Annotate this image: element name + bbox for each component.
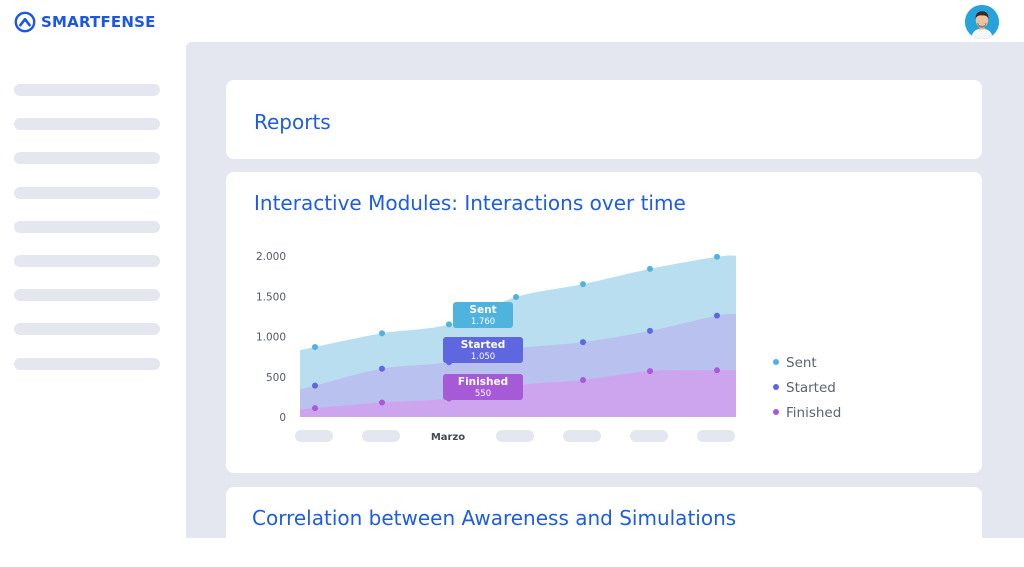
sidebar-item-placeholder[interactable] [14,118,160,131]
sidebar [14,84,160,392]
interactions-chart: 2.0001.5001.0005000MarzoSent1.760Started… [256,251,841,443]
point-started [580,339,586,346]
main-panel: Reports Interactive Modules: Interaction… [186,42,1024,567]
legend-marker-started [773,384,779,390]
legend-label-started: Started [786,380,836,396]
tooltip-series-name: Started [461,339,506,351]
user-avatar-icon[interactable] [965,5,999,39]
interactive-modules-card: Interactive Modules: Interactions over t… [226,172,982,473]
tooltip-series-name: Sent [469,304,496,316]
user-avatar-graphic [965,5,999,39]
x-tick-placeholder [630,430,668,442]
y-tick-label: 2.000 [256,251,286,263]
tooltip-box-sent [453,302,513,328]
tooltip-box-finished [443,374,523,400]
x-tick-placeholder [496,430,534,442]
point-finished [647,368,653,375]
point-started [714,312,720,319]
reports-card: Reports [226,80,982,159]
page-title: Reports [254,110,331,134]
x-tick-placeholder [697,430,735,442]
x-tick-placeholder [295,430,333,442]
chevron-up-circle-icon [14,11,36,33]
legend-marker-finished [773,409,779,415]
point-sent [714,253,720,260]
tooltip-value: 1.760 [471,317,495,327]
sidebar-item-placeholder[interactable] [14,152,160,165]
x-tick-placeholder [362,430,400,442]
point-finished [714,367,720,374]
tooltip-box-started [443,337,523,363]
legend-label-finished: Finished [786,405,841,421]
x-tick-label: Marzo [431,432,465,443]
point-sent [513,294,519,301]
y-tick-label: 0 [279,412,286,424]
point-sent [580,281,586,288]
brand-name: SMARTFENSE [41,13,156,31]
point-started [647,327,653,334]
point-started [312,382,318,389]
sidebar-item-placeholder[interactable] [14,186,160,199]
sidebar-item-placeholder[interactable] [14,84,160,96]
y-tick-label: 1.500 [256,291,286,303]
x-tick-placeholder [563,430,601,442]
point-sent [379,330,385,337]
correlation-card-title: Correlation between Awareness and Simula… [252,506,737,530]
point-finished [379,399,385,406]
point-sent [446,321,452,328]
y-tick-label: 1.000 [256,332,286,344]
tooltip-value: 1.050 [471,352,495,362]
point-finished [580,376,586,383]
tooltip-series-name: Finished [458,376,508,388]
point-sent [312,343,318,350]
point-finished [312,405,318,412]
chart-card-title: Interactive Modules: Interactions over t… [254,191,686,215]
sidebar-item-placeholder[interactable] [14,357,160,370]
sidebar-item-placeholder[interactable] [14,323,160,336]
brand-logo[interactable]: SMARTFENSE [14,11,156,33]
y-tick-label: 500 [266,372,286,384]
legend-label-sent: Sent [786,355,817,371]
sidebar-item-placeholder[interactable] [14,220,160,233]
tooltip-value: 550 [475,389,491,399]
sidebar-item-placeholder[interactable] [14,254,160,267]
point-sent [647,265,653,272]
sidebar-item-placeholder[interactable] [14,289,160,302]
correlation-card: Correlation between Awareness and Simula… [226,487,982,567]
legend-marker-sent [773,359,779,365]
point-started [379,365,385,372]
